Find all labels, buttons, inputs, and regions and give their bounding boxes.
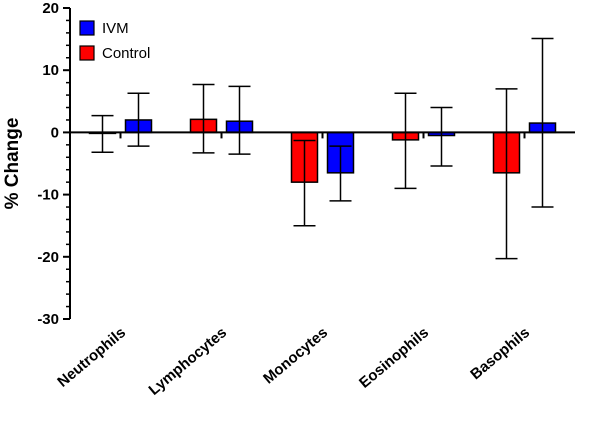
category-label-basophils: Basophils: [467, 324, 533, 383]
y-tick-label: 10: [42, 62, 59, 79]
y-tick-label: 20: [42, 0, 59, 17]
category-labels: Neutrophils Lymphocytes Monocytes Eosinophi…: [54, 324, 533, 399]
y-tick-label: -20: [37, 249, 59, 266]
error-bar-control-monocytes: [293, 139, 316, 227]
error-bar-control-basophils: [495, 88, 518, 260]
legend: IVM Control: [79, 20, 150, 62]
y-tick-label: 0: [51, 124, 59, 141]
error-bar-control-neutrophils: [91, 114, 114, 154]
category-label-neutrophils: Neutrophils: [54, 324, 129, 391]
y-tick-label: -10: [37, 187, 59, 204]
error-bar-control-lymphocytes: [192, 83, 215, 154]
legend-label-control: Control: [102, 45, 150, 62]
y-tick-label: -30: [37, 311, 59, 328]
error-bar-ivm-lymphocytes: [228, 85, 251, 155]
bars-layer: [88, 118, 557, 183]
category-label-monocytes: Monocytes: [260, 324, 331, 387]
category-label-lymphocytes: Lymphocytes: [145, 324, 230, 399]
legend-swatch-ivm: [79, 20, 95, 36]
error-bar-ivm-neutrophils: [127, 92, 150, 147]
error-bar-control-eosinophils: [394, 92, 417, 190]
legend-label-ivm: IVM: [102, 20, 129, 37]
error-bar-ivm-basophils: [531, 37, 554, 208]
error-bars-layer: [91, 37, 554, 260]
category-label-eosinophils: Eosinophils: [356, 324, 432, 392]
error-bar-ivm-monocytes: [329, 145, 352, 202]
error-bar-ivm-eosinophils: [430, 106, 453, 167]
y-axis-title: % Change: [2, 118, 23, 210]
legend-swatch-control: [79, 45, 95, 61]
